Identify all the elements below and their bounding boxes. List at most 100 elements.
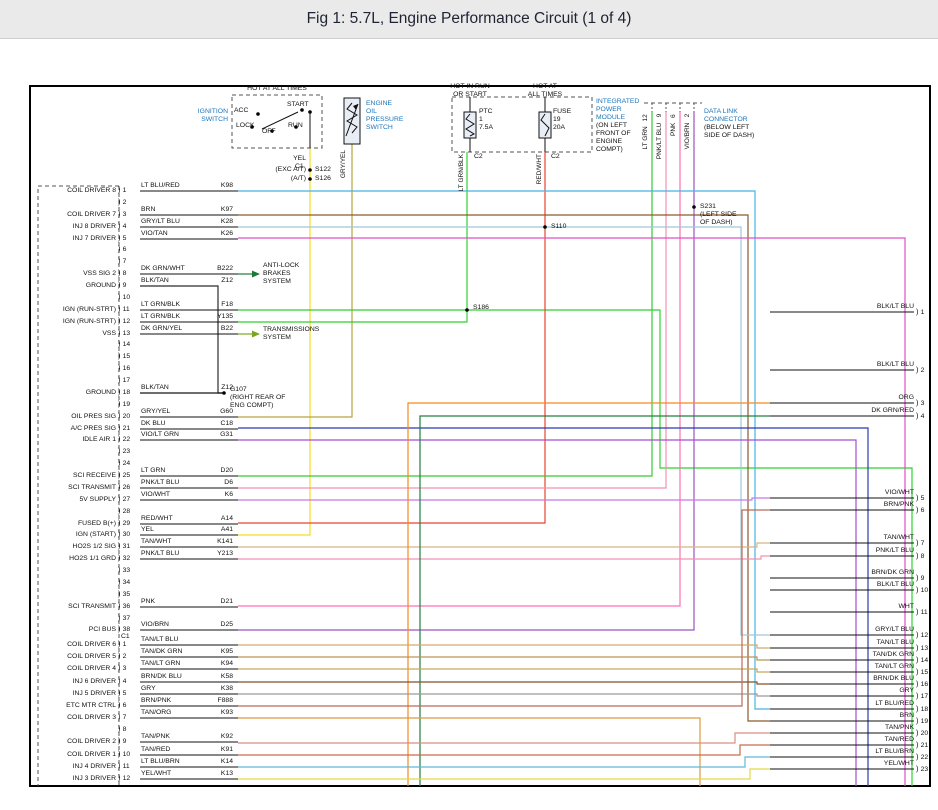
c1-connector-label: C1 [295,163,304,170]
pin-signal-label: GROUND [85,282,116,289]
wire-label: GRY K38 [141,685,233,693]
terminal-wire-label: TAN/WHT [883,534,914,541]
wire-gry [238,693,770,697]
pin-number: 16 [118,364,131,373]
terminal-number: 6 [916,506,925,515]
pin-number: 7 [118,257,127,266]
wire-label: DK BLU C18 [141,420,233,428]
oil-pressure-switch-name: SWITCH [366,124,393,131]
pin-number: 35 [118,590,131,599]
ptc-label: PTC [479,108,493,115]
wire-yel [238,148,311,536]
wire-color-label: BRN/PNK [141,697,172,704]
abs-branch-label: SYSTEM [263,278,291,285]
ptc-label: 1 [479,116,483,123]
lt-grn-blk-vertical-label: LT GRN/BLK [458,154,465,192]
pin-signal-label: HO2S 1/2 SIG [72,543,116,550]
run-contact [294,125,298,129]
switch-arrowhead-icon [353,104,358,110]
power-module-name: INTEGRATED [596,98,640,105]
wire-color-label: VIO/BRN [141,621,169,628]
terminal-number: 1 [916,308,925,317]
branch-arrow-icon [252,330,260,338]
pin-signal-label: COIL DRIVER 2 [67,738,116,745]
start-contact [300,108,304,112]
wire-label: GRY/YEL G60 [141,408,233,416]
dlc-wire-color: PNK [670,122,677,136]
c1-connector-id: C1 [121,633,130,640]
wire-color-label: YEL/WHT [141,770,172,777]
pin-number: 18 [118,388,131,397]
wire-dk-blu [238,427,869,786]
off-contact [270,129,274,133]
wire-color-label: YEL [141,526,154,533]
pin-number: 2 [118,198,127,207]
transmission-branch-label: SYSTEM [263,334,291,341]
pin-signal-label: COIL DRIVER 3 [67,714,116,721]
pin-signal-label: INJ 5 DRIVER [72,690,116,697]
wire-label: PNK/LT BLU D6 [141,479,233,487]
run-label: RUN [288,122,303,129]
pin-number: 3 [118,664,127,673]
circuit-code: D20 [220,467,233,474]
terminal-number: 18 [916,705,929,714]
pin-number: 1 [118,640,127,649]
power-module-location: ENGINE [596,138,623,145]
wire-label: BRN/DK BLU K58 [141,673,233,681]
wire-label: TAN/WHT K141 [141,538,233,546]
switch-lever [261,111,299,130]
terminal-wire-label: LT BLU/RED [875,700,914,707]
hot-at-all-times-label: ALL TIMES [527,91,563,98]
wire-color-label: TAN/LT BLU [141,636,179,643]
wire-brn-pnk [238,509,770,707]
terminal-wire-label: TAN/LT GRN [874,663,914,670]
wire-yel-wht [238,768,770,780]
wire-pnk-lt-blu [238,555,770,560]
circuit-code: K95 [220,648,233,655]
pin-signal-label: COIL DRIVER 1 [67,751,116,758]
diagram-border [29,85,931,787]
pin-number: 19 [118,400,131,409]
hot-in-run-label: OR START [453,91,487,98]
pin-signal-label: IGN (RUN-STRT) [62,306,116,313]
pin-number: 4 [118,677,127,686]
pin-number: 31 [118,542,131,551]
pin-number: 34 [118,578,131,587]
s126-label: S126 [315,175,331,182]
wire-gry-lt-blu [238,226,770,636]
c2-label: C2 [474,153,483,160]
wire-label: BLK/TAN Z12 [141,277,233,285]
wire-vio-tan [238,237,906,786]
pin-signal-label: COIL DRIVER 8 [67,187,116,194]
wire-lt-grn-blk [238,152,468,323]
terminal-number: 13 [916,644,929,653]
circuit-code: K6 [224,491,233,498]
wire-lt-blu-red [238,190,770,710]
wire-color-label: BLK/TAN [141,277,169,284]
pin-signal-label: HO2S 1/1 GRD [69,555,116,562]
pin-signal-label: INJ 3 DRIVER [72,775,116,782]
dlc-location: (BELOW LEFT [704,124,750,131]
dlc-wire-label: PNK 6 [670,114,678,136]
terminal-number: 17 [916,692,929,701]
pin-number: 21 [118,424,131,433]
pin-number: 11 [118,305,130,314]
circuit-code: K26 [220,230,233,237]
dlc-wire-color: VIO/BRN [684,122,691,150]
dlc-wire-color: PNK/LT BLU [656,122,663,160]
pin-number: 27 [118,495,131,504]
terminal-number: 23 [916,765,929,774]
ptc-label: 7.5A [479,124,493,131]
s122-label: S122 [315,166,331,173]
dlc-name: DATA LINK [704,108,738,115]
wire-color-label: RED/WHT [141,515,173,522]
pin-number: 6 [118,701,127,710]
start-label: START [287,101,309,108]
acc-contact [256,112,260,116]
power-module-location: COMPT) [596,146,623,153]
wire-label: BRN/PNK F888 [141,697,233,705]
ground-g107-point [222,391,226,395]
circuit-code: Y135 [217,313,233,320]
terminal-number: 14 [916,656,929,665]
pressure-element [346,102,358,134]
